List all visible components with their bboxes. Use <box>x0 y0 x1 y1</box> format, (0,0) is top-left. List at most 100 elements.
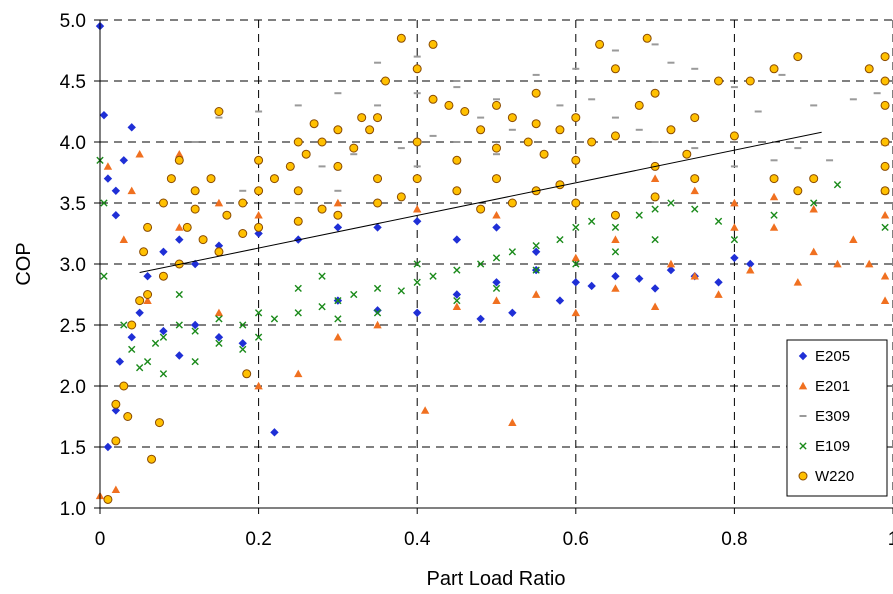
data-point <box>128 345 136 354</box>
data-point <box>413 204 422 213</box>
data-point <box>531 290 541 298</box>
data-point <box>429 272 437 280</box>
data-point <box>413 260 421 268</box>
data-point <box>452 290 462 299</box>
data-point <box>492 143 501 153</box>
data-point <box>730 223 739 231</box>
data-point <box>175 235 184 244</box>
data-point <box>745 76 755 86</box>
data-point <box>159 247 168 256</box>
data-point-stroke <box>492 284 501 293</box>
data-point <box>714 217 723 225</box>
data-point <box>175 351 184 360</box>
data-point <box>666 125 676 135</box>
data-point-stroke <box>191 357 199 366</box>
data-point-stroke <box>254 309 263 317</box>
data-point <box>318 303 326 311</box>
data-point-stroke <box>191 327 199 335</box>
data-point <box>651 205 659 213</box>
data-point <box>413 278 421 286</box>
y-tick-label: 4.5 <box>60 72 86 93</box>
data-point <box>492 223 501 232</box>
data-point <box>238 339 247 348</box>
data-point <box>294 309 302 317</box>
data-point <box>222 210 232 220</box>
data-point-stroke <box>128 345 136 354</box>
data-point <box>635 211 643 219</box>
data-point <box>143 357 152 366</box>
data-point-stroke <box>100 272 108 280</box>
data-point-stroke <box>159 333 168 341</box>
data-point <box>849 235 858 243</box>
data-point <box>191 327 199 335</box>
data-point <box>111 436 121 446</box>
data-point <box>532 242 540 250</box>
data-point <box>595 39 605 49</box>
x-axis-title: Part Load Ratio <box>427 568 566 590</box>
y-tick-label: 4.0 <box>60 133 86 154</box>
data-point <box>690 174 700 184</box>
data-point <box>191 357 199 366</box>
data-point <box>270 315 279 323</box>
data-point <box>769 64 779 74</box>
data-point <box>254 333 263 341</box>
data-point <box>154 418 164 428</box>
data-point <box>634 100 644 110</box>
data-point <box>285 161 295 171</box>
legend-marker <box>798 381 808 390</box>
data-point <box>135 150 144 158</box>
data-point-stroke <box>714 217 723 225</box>
data-point <box>175 150 184 158</box>
data-point <box>412 64 422 74</box>
data-point <box>373 174 383 184</box>
x-tick-label: 0.6 <box>563 529 589 550</box>
data-point <box>650 88 660 98</box>
data-point <box>190 186 200 196</box>
data-point <box>793 52 803 62</box>
data-point <box>119 381 129 391</box>
data-point <box>572 223 580 232</box>
data-point <box>428 94 438 104</box>
data-point-stroke <box>143 357 152 366</box>
data-point <box>269 174 279 184</box>
data-point-stroke <box>175 321 183 329</box>
data-point <box>214 247 224 257</box>
data-point <box>190 320 200 330</box>
data-point <box>452 155 462 165</box>
data-point <box>238 198 248 208</box>
data-point <box>492 278 501 287</box>
data-point <box>587 137 597 147</box>
data-point-stroke <box>159 370 168 378</box>
data-point-stroke <box>770 211 778 219</box>
data-point-stroke <box>508 248 517 256</box>
data-point-stroke <box>120 321 128 329</box>
data-point <box>214 333 224 342</box>
x-tick-label: 1 <box>888 529 893 550</box>
legend-item: E205 <box>798 348 850 365</box>
data-point <box>254 186 264 196</box>
data-point <box>611 272 620 281</box>
data-point <box>309 119 319 129</box>
data-point <box>373 198 383 208</box>
data-point <box>254 211 263 219</box>
x-tick-labels: 0 0.2 0.4 0.6 0.8 1 <box>95 529 893 550</box>
data-point <box>127 320 137 330</box>
data-point <box>151 339 160 347</box>
data-point <box>413 308 422 317</box>
data-point-stroke <box>373 309 382 317</box>
data-point <box>666 259 676 268</box>
x-tick-label: 0.8 <box>721 529 747 550</box>
data-point-stroke <box>136 364 144 372</box>
data-point <box>294 369 303 378</box>
data-point <box>349 143 359 153</box>
data-point <box>809 247 818 256</box>
data-point <box>531 119 541 129</box>
data-point-stroke <box>373 284 382 293</box>
series-e201 <box>95 137 890 500</box>
data-point <box>333 210 343 220</box>
data-point <box>111 186 121 195</box>
data-point <box>136 364 144 372</box>
data-point <box>190 259 200 269</box>
legend-label: E109 <box>815 438 850 455</box>
data-point-stroke <box>294 284 302 293</box>
